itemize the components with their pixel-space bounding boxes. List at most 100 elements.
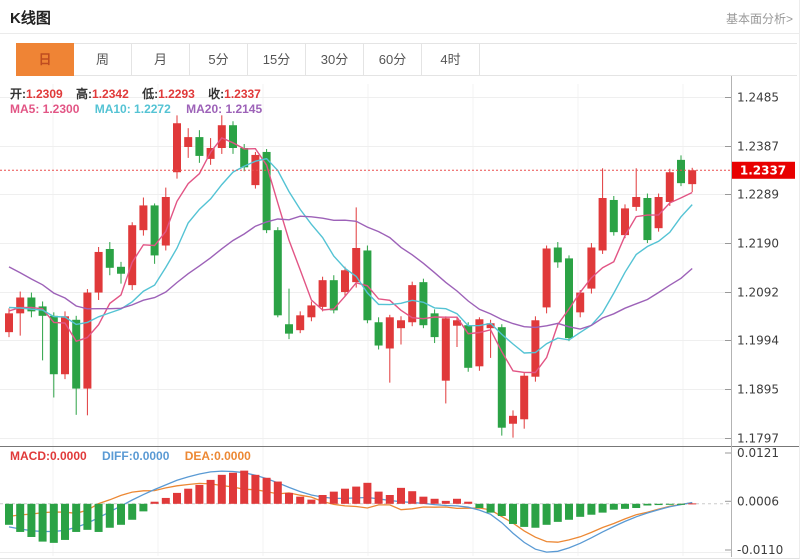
- macd-bar: [397, 487, 405, 504]
- macd-bar: [632, 503, 641, 509]
- macd-bar: [430, 498, 439, 504]
- macd-bar: [509, 503, 517, 524]
- candle-up: [16, 297, 25, 314]
- macd-axis-label: 0.0006: [737, 494, 779, 508]
- period-tab-周[interactable]: 周: [74, 43, 132, 76]
- close-label: 收:: [208, 87, 225, 101]
- macd-bar: [654, 503, 663, 506]
- candle-up: [217, 125, 226, 148]
- candle-up: [632, 197, 641, 207]
- macd-bar: [565, 503, 573, 520]
- ohlc-legend: 开:1.2309 高:1.2342 低:1.2293 收:1.2337: [10, 85, 271, 102]
- candle-up: [576, 292, 585, 313]
- candle-up: [587, 247, 596, 289]
- candle-down: [150, 205, 159, 256]
- macd-bar: [385, 494, 394, 504]
- ma20-value: MA20: 1.2145: [186, 102, 263, 116]
- macd-bar: [531, 503, 540, 528]
- candle-down: [273, 230, 282, 316]
- macd-histogram: [5, 470, 697, 543]
- macd-bar: [453, 498, 461, 504]
- period-tab-60分[interactable]: 60分: [364, 43, 422, 76]
- candle-up: [161, 197, 170, 246]
- candle-down: [419, 282, 428, 326]
- macd-bar: [16, 503, 25, 532]
- macd-axis-label: -0.0110: [737, 543, 783, 557]
- candle-up: [61, 316, 69, 375]
- macd-bar: [83, 503, 92, 530]
- macd-bar: [497, 503, 506, 516]
- candle-up: [598, 197, 607, 251]
- ma-legend: MA5: 1.2300 MA10: 1.2272 MA20: 1.2145: [10, 102, 262, 116]
- candle-up: [621, 208, 629, 236]
- candle-up: [318, 280, 327, 307]
- candle-up: [139, 205, 148, 231]
- candle-up: [520, 375, 529, 420]
- candle-down: [49, 315, 58, 375]
- candle-down: [229, 125, 237, 148]
- dea-line: [8, 482, 693, 543]
- page-header: K线图 基本面分析>: [0, 0, 799, 34]
- candle-up: [408, 285, 417, 323]
- macd-bar: [285, 492, 293, 504]
- period-tab-30分[interactable]: 30分: [306, 43, 364, 76]
- candle-up: [531, 320, 540, 377]
- candle-up: [173, 123, 181, 173]
- macd-bar: [27, 503, 36, 537]
- candle-up: [486, 323, 495, 329]
- ma5-line: [8, 137, 693, 374]
- macd-bar: [643, 503, 652, 506]
- macd-bar: [576, 503, 585, 517]
- macd-legend: MACD:0.0000 DIFF:0.0000 DEA:0.0000: [10, 449, 251, 463]
- price-axis-label: 1.2289: [737, 188, 779, 202]
- current-price-badge: 1.2337: [732, 161, 795, 179]
- macd-axis-label: 0.0121: [737, 446, 779, 460]
- macd-bar: [419, 496, 428, 504]
- macd-bar: [262, 477, 271, 504]
- candle-down: [195, 137, 204, 156]
- open-label: 开:: [10, 87, 26, 101]
- macd-bar: [150, 501, 159, 504]
- price-axis-label: 1.2092: [737, 286, 779, 300]
- candle-down: [430, 313, 439, 338]
- diff-value: DIFF:0.0000: [102, 449, 170, 463]
- fundamental-analysis-link[interactable]: 基本面分析>: [725, 12, 793, 26]
- macd-bar: [195, 484, 204, 504]
- period-tab-5分[interactable]: 5分: [190, 43, 248, 76]
- macd-bar: [72, 503, 81, 532]
- candle-up: [307, 305, 316, 318]
- period-tab-4时[interactable]: 4时: [422, 43, 480, 76]
- period-tab-15分[interactable]: 15分: [248, 43, 306, 76]
- macd-bar: [374, 491, 383, 504]
- macd-bar: [49, 503, 58, 543]
- macd-bar: [542, 503, 551, 525]
- candle-up: [441, 318, 450, 381]
- ma10-value: MA10: 1.2272: [94, 102, 171, 116]
- macd-bar: [441, 500, 450, 504]
- candle-up: [542, 248, 551, 308]
- macd-bar: [184, 488, 193, 504]
- price-axis: 1.2485 1.2387 1.2289 1.2190 1.2092 1.1994 1.18…: [725, 91, 779, 446]
- candle-down: [609, 199, 618, 233]
- dea-value: DEA:0.0000: [184, 449, 251, 463]
- candlestick-series: [5, 115, 697, 438]
- price-axis-label: 1.1797: [737, 432, 779, 446]
- macd-bar: [128, 503, 137, 520]
- macd-bar: [217, 474, 226, 504]
- macd-bar: [665, 503, 674, 505]
- period-tab-日[interactable]: 日: [16, 43, 74, 76]
- macd-bar: [206, 479, 215, 504]
- macd-bar: [475, 503, 484, 509]
- macd-bar: [173, 492, 181, 504]
- candle-down: [497, 327, 506, 428]
- macd-bar: [38, 503, 47, 542]
- candle-up: [475, 319, 484, 367]
- period-tab-月[interactable]: 月: [132, 43, 190, 76]
- macd-bar: [464, 501, 473, 504]
- candle-up: [665, 172, 674, 202]
- candle-up: [128, 225, 137, 286]
- candle-up: [397, 320, 405, 329]
- macd-bar: [5, 503, 13, 525]
